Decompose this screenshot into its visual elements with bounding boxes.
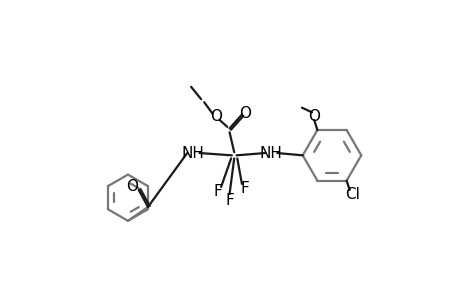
- Text: F: F: [240, 181, 249, 196]
- Text: O: O: [308, 109, 319, 124]
- Text: F: F: [213, 184, 222, 199]
- Text: NH: NH: [182, 146, 204, 160]
- Text: F: F: [225, 193, 234, 208]
- Text: NH: NH: [259, 146, 282, 160]
- Text: O: O: [209, 110, 221, 124]
- Text: O: O: [126, 179, 138, 194]
- Text: Cl: Cl: [345, 187, 359, 202]
- Text: O: O: [239, 106, 251, 121]
